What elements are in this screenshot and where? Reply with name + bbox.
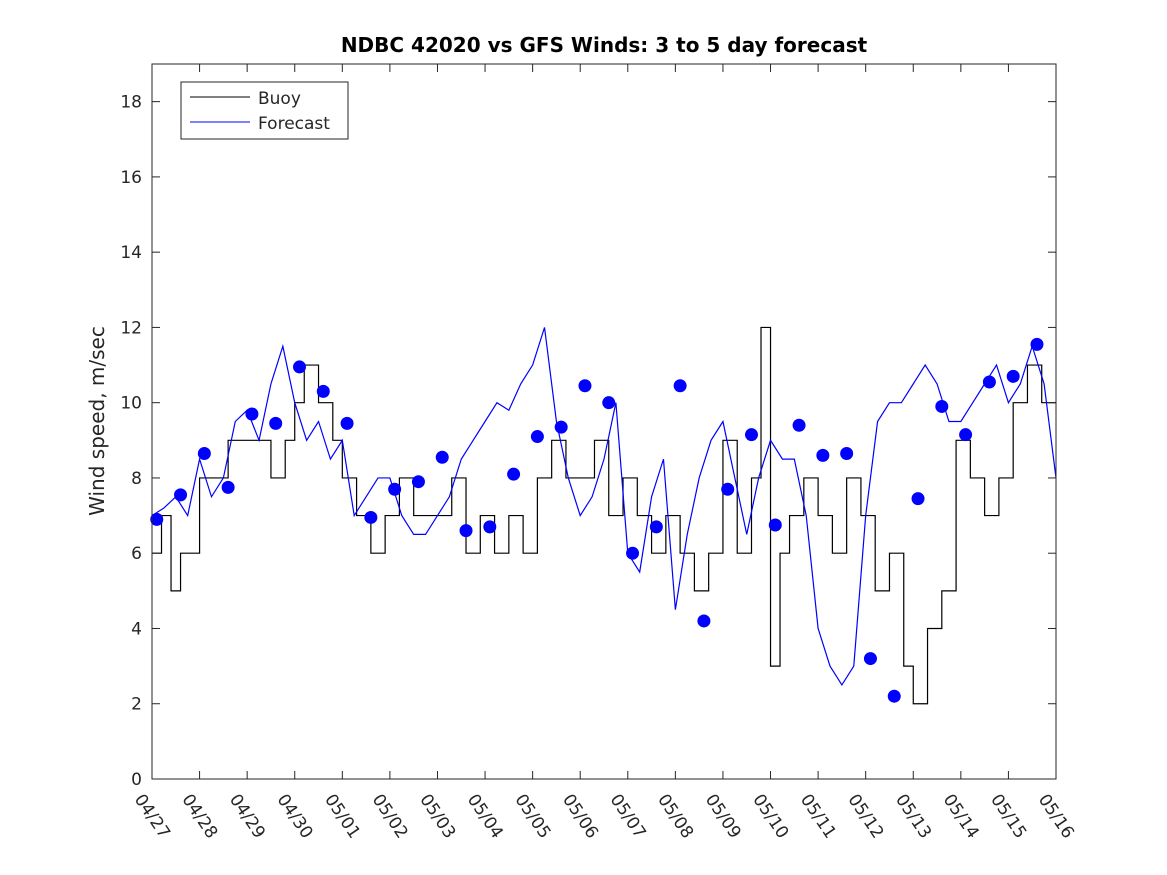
forecast-marker (530, 430, 544, 444)
forecast-line (151, 327, 1057, 687)
y-tick-label: 2 (131, 695, 142, 715)
forecast-marker (507, 467, 521, 481)
x-tick-label: 05/01 (320, 791, 364, 843)
x-tick-label: 05/05 (510, 791, 554, 843)
x-tick-label: 05/11 (796, 791, 840, 843)
forecast-marker (602, 396, 616, 410)
forecast-marker (744, 428, 758, 442)
legend-box (180, 81, 349, 140)
x-tick-label: 05/14 (939, 791, 983, 843)
forecast-markers (150, 337, 1044, 703)
y-tick-label: 8 (131, 469, 142, 489)
plot-frame (151, 63, 1057, 780)
forecast-marker (292, 360, 306, 374)
x-tick-label: 04/27 (130, 791, 174, 843)
forecast-marker (697, 614, 711, 628)
y-axis: 0 2 4 6 8 10 12 14 16 18 (120, 93, 1056, 790)
forecast-marker (840, 446, 854, 460)
x-tick-label: 05/12 (844, 791, 888, 843)
forecast-marker (578, 379, 592, 393)
buoy-series (152, 326, 1056, 705)
y-tick-label: 18 (120, 93, 142, 113)
y-tick-label: 16 (120, 168, 142, 188)
y-tick-label: 14 (120, 243, 142, 263)
x-tick-label: 05/02 (368, 791, 412, 843)
forecast-marker (411, 475, 425, 489)
x-tick-label: 05/06 (558, 791, 602, 843)
y-tick-label: 6 (131, 544, 142, 564)
buoy-line (152, 326, 1056, 705)
forecast-marker (364, 510, 378, 524)
x-tick-label: 05/03 (415, 791, 459, 843)
legend: Buoy Forecast (180, 81, 349, 140)
forecast-marker (388, 482, 402, 496)
forecast-marker (197, 446, 211, 460)
forecast-marker (673, 379, 687, 393)
forecast-marker (792, 418, 806, 432)
forecast-marker (816, 448, 830, 462)
forecast-marker (1006, 369, 1020, 383)
forecast-marker (626, 546, 640, 560)
forecast-marker (887, 689, 901, 703)
forecast-marker (316, 384, 330, 398)
forecast-marker (269, 416, 283, 430)
forecast-marker (483, 520, 497, 534)
forecast-series (151, 327, 1057, 687)
plot-area (152, 64, 1056, 779)
forecast-marker (245, 407, 259, 421)
x-tick-label: 05/13 (891, 791, 935, 843)
x-tick-label: 05/09 (701, 791, 745, 843)
legend-buoy-label: Buoy (258, 89, 301, 109)
forecast-marker (459, 524, 473, 538)
forecast-marker (554, 420, 568, 434)
forecast-marker (150, 512, 164, 526)
forecast-marker (935, 399, 949, 413)
y-tick-label: 0 (131, 770, 142, 790)
x-tick-label: 04/29 (225, 791, 269, 843)
x-tick-label: 05/08 (653, 791, 697, 843)
y-tick-label: 4 (131, 619, 142, 639)
forecast-marker (221, 480, 235, 494)
forecast-marker (911, 492, 925, 506)
x-tick-label: 04/30 (273, 791, 317, 843)
chart-title: NDBC 42020 vs GFS Winds: 3 to 5 day fore… (341, 33, 868, 57)
y-axis-label: Wind speed, m/sec (85, 326, 109, 516)
x-tick-label: 05/16 (1034, 791, 1078, 843)
x-tick-label: 05/07 (606, 791, 650, 843)
y-tick-label: 12 (120, 318, 142, 338)
x-tick-label: 04/28 (177, 791, 221, 843)
forecast-marker (174, 488, 188, 502)
forecast-marker (340, 416, 354, 430)
forecast-marker (959, 428, 973, 442)
forecast-marker (721, 482, 735, 496)
x-tick-label: 05/04 (463, 791, 507, 843)
forecast-marker (863, 652, 877, 666)
forecast-marker (435, 450, 449, 464)
forecast-marker (982, 375, 996, 389)
x-tick-label: 05/15 (986, 791, 1030, 843)
y-tick-label: 10 (120, 394, 142, 414)
x-tick-label: 05/10 (748, 791, 792, 843)
legend-forecast-label: Forecast (258, 114, 330, 134)
forecast-marker (768, 518, 782, 532)
forecast-marker (1030, 337, 1044, 351)
forecast-marker (649, 520, 663, 534)
